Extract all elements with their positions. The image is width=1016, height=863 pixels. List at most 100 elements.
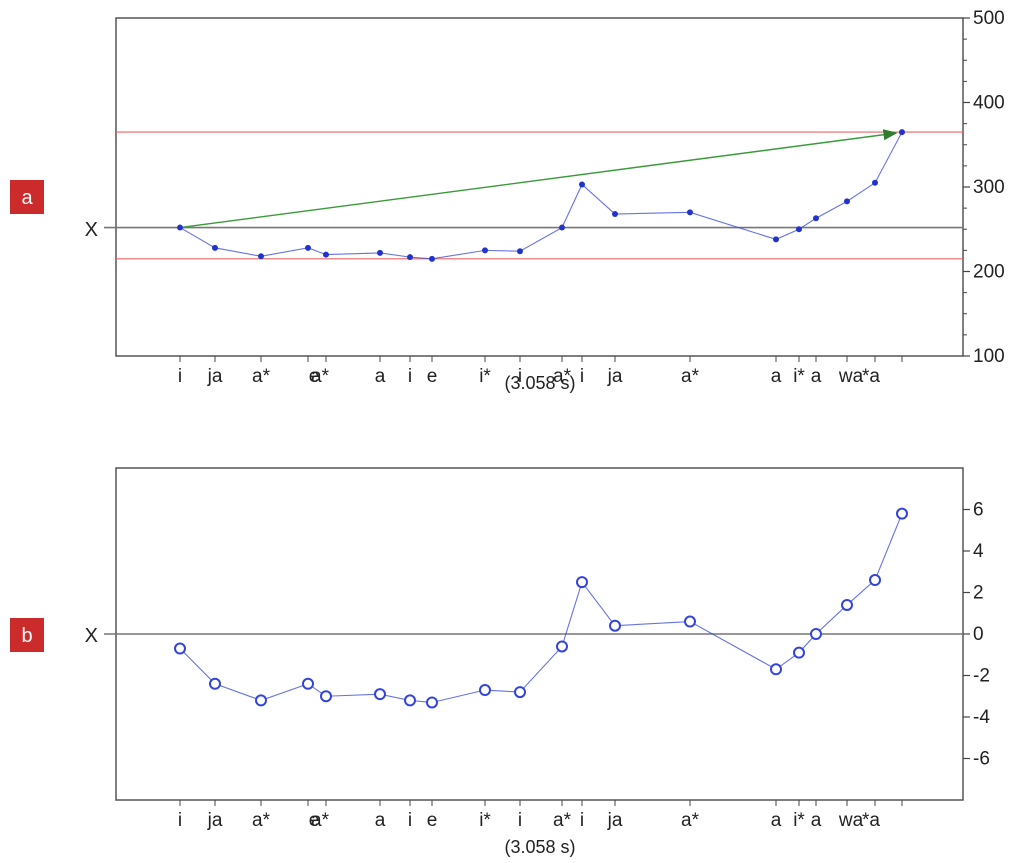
x-tick-label: e (309, 810, 320, 831)
x-tick-label: a* (553, 810, 572, 831)
x-tick-label: i* (793, 366, 805, 387)
panel-a-plot-frame (115, 17, 964, 357)
panel-b-badge (10, 618, 44, 652)
data-point (404, 694, 416, 707)
x-tick-label: a* (681, 366, 700, 387)
data-point (514, 686, 526, 699)
data-point (609, 619, 621, 632)
y-tick-label: 500 (973, 8, 1005, 29)
data-point (813, 215, 819, 222)
data-point (869, 574, 881, 587)
x-tick-label: wa (838, 810, 864, 831)
x-tick-label: i (178, 810, 182, 831)
data-point (377, 249, 383, 256)
x-tick-label: i (408, 366, 412, 387)
y-tick-label: -2 (973, 666, 990, 687)
x-tick-label: *a (862, 366, 880, 387)
x-tick-label: a* (311, 810, 330, 831)
x-tick-label: ja (207, 810, 223, 831)
data-point (770, 663, 782, 676)
x-tick-label: a* (681, 810, 700, 831)
data-point (482, 247, 488, 254)
data-point (559, 224, 565, 231)
data-point (320, 690, 332, 703)
x-tick-label: wa (838, 366, 864, 387)
data-point (796, 226, 802, 233)
x-tick-label: *a (862, 810, 880, 831)
y-tick-label: 400 (973, 93, 1005, 114)
data-point (374, 688, 386, 701)
panel-a-reference-label: X (85, 219, 98, 241)
x-tick-label: i (580, 366, 584, 387)
data-point (302, 677, 314, 690)
y-tick-label: -6 (973, 749, 990, 770)
data-point (212, 244, 218, 251)
data-point (899, 129, 905, 136)
x-tick-label: a (375, 810, 386, 831)
y-tick-label: 100 (973, 346, 1005, 367)
x-tick-label: ja (207, 366, 223, 387)
panel-a-badge (10, 180, 44, 214)
data-point (323, 251, 329, 258)
data-point (177, 224, 183, 231)
data-point (429, 255, 435, 262)
data-point (517, 248, 523, 255)
data-point (305, 244, 311, 251)
x-tick-label: i (580, 810, 584, 831)
data-point (426, 696, 438, 709)
data-point (407, 254, 413, 261)
x-tick-label: ja (607, 366, 623, 387)
panel-b-reference-label: X (85, 625, 98, 647)
x-tick-label: a* (252, 810, 271, 831)
x-tick-label: i* (479, 366, 491, 387)
y-tick-label: 4 (973, 541, 984, 562)
data-point (579, 181, 585, 188)
series-line (179, 131, 903, 260)
data-point (479, 684, 491, 697)
x-tick-label: i (178, 366, 182, 387)
panel-b-badge-label: b (21, 625, 32, 647)
y-tick-label: 0 (973, 624, 984, 645)
data-point (258, 253, 264, 260)
data-point (556, 640, 568, 653)
x-tick-label: a* (252, 366, 271, 387)
data-point (687, 209, 693, 216)
x-tick-label: a (771, 366, 782, 387)
data-point (793, 646, 805, 659)
y-tick-label: 300 (973, 177, 1005, 198)
data-point (841, 598, 853, 611)
trend-arrow (179, 129, 898, 229)
data-point (872, 179, 878, 186)
x-tick-label: a* (553, 366, 572, 387)
data-point (255, 694, 267, 707)
data-point (810, 628, 822, 640)
x-tick-label: a (375, 366, 386, 387)
x-tick-label: i* (479, 810, 491, 831)
x-tick-label: i* (793, 810, 805, 831)
data-point (209, 677, 221, 690)
y-tick-label: 2 (973, 583, 984, 604)
data-point (773, 236, 779, 243)
data-point (612, 211, 618, 218)
series-line (179, 513, 903, 704)
x-tick-label: a (771, 810, 782, 831)
x-tick-label: i (518, 810, 522, 831)
x-tick-label: a (811, 366, 822, 387)
x-tick-label: i (518, 366, 522, 387)
data-point (684, 615, 696, 628)
panel-a-badge-label: a (21, 187, 33, 209)
panel-b-caption: (3.058 s) (504, 837, 575, 857)
data-point (844, 198, 850, 205)
x-tick-label: e (309, 366, 320, 387)
data-point (576, 576, 588, 589)
panel-a-caption: (3.058 s) (504, 373, 575, 393)
x-tick-label: ja (607, 810, 623, 831)
data-point (174, 642, 186, 655)
y-tick-label: 200 (973, 262, 1005, 283)
x-tick-label: e (427, 366, 438, 387)
data-point (896, 507, 908, 520)
x-tick-label: a (811, 810, 822, 831)
